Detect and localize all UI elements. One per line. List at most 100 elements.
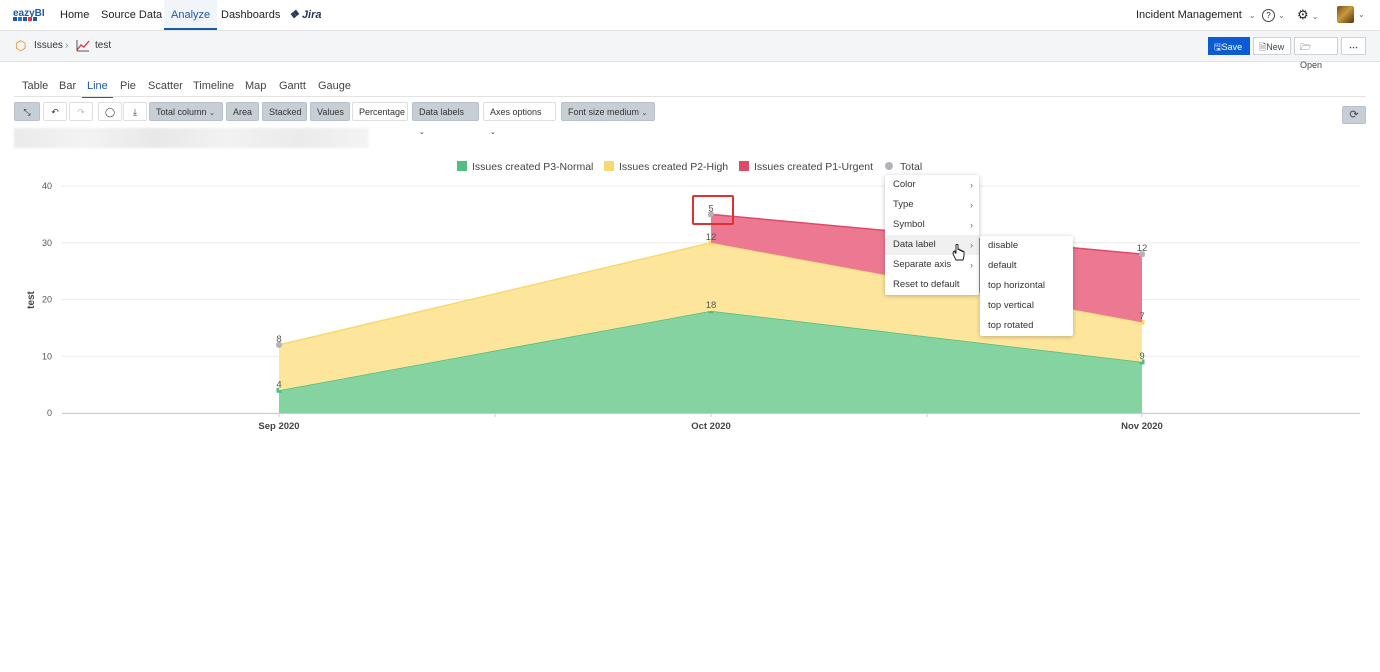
undo-button[interactable]: ↶ xyxy=(43,102,67,121)
menu-item-symbol[interactable]: Symbol › xyxy=(885,215,979,235)
floppy-icon: 🖫 xyxy=(1214,42,1222,52)
percentage-toggle[interactable]: Percentage xyxy=(352,102,408,121)
eazybi-logo[interactable]: eazyBI xyxy=(13,6,47,24)
nav-source-data[interactable]: Source Data xyxy=(101,9,163,21)
menu-item-label: Reset to default xyxy=(893,279,960,290)
comment-button[interactable]: ◯ xyxy=(98,102,122,121)
y-tick-label: 0 xyxy=(47,408,52,418)
chevron-down-icon: ⌄ xyxy=(209,110,215,117)
stacked-toggle[interactable]: Stacked xyxy=(262,102,307,121)
legend-label: Issues created P3-Normal xyxy=(472,161,593,173)
tab-divider xyxy=(14,96,1366,97)
data-label: 12 xyxy=(1137,243,1148,254)
breadcrumb-issues[interactable]: Issues xyxy=(34,40,63,51)
refresh-button[interactable]: ⟳ xyxy=(1342,106,1366,124)
data-label: 4 xyxy=(276,379,281,390)
open-label: Open xyxy=(1300,60,1323,70)
new-button[interactable]: 🗎New xyxy=(1253,37,1291,55)
area-toggle[interactable]: Area xyxy=(226,102,259,121)
redo-button[interactable]: ↷ xyxy=(69,102,93,121)
area-series xyxy=(279,242,1142,391)
menu-item-reset[interactable]: Reset to default xyxy=(885,275,979,295)
data-label: 9 xyxy=(1139,351,1144,362)
save-button[interactable]: 🖫Save xyxy=(1208,37,1250,55)
legend-item[interactable]: Issues created P2-High xyxy=(604,161,728,173)
data-label: 5 xyxy=(708,203,713,214)
download-icon: ⤓ xyxy=(133,107,137,117)
chevron-down-icon: ⌄ xyxy=(490,129,496,136)
menu-item-type[interactable]: Type › xyxy=(885,195,979,215)
legend-item[interactable]: Issues created P1-Urgent xyxy=(739,161,873,173)
submenu-item-top-vertical[interactable]: top vertical xyxy=(988,300,1034,311)
data-labels-dropdown[interactable]: Data labels ⌄ xyxy=(412,102,479,136)
nav-dashboards[interactable]: Dashboards xyxy=(221,9,281,21)
values-toggle[interactable]: Values xyxy=(310,102,350,121)
font-size-dropdown[interactable]: Font size medium ⌄ xyxy=(561,102,655,121)
tab-pie[interactable]: Pie xyxy=(120,80,136,92)
legend-swatch xyxy=(885,162,893,170)
more-button[interactable]: ⋯ xyxy=(1341,37,1366,55)
legend-label: Total xyxy=(900,161,922,173)
document-icon: 🗎 xyxy=(1259,42,1267,52)
legend-swatch xyxy=(739,161,749,171)
data-label: 7 xyxy=(1139,311,1144,322)
jira-icon: ❖ xyxy=(289,9,299,21)
y-tick-label: 20 xyxy=(42,295,52,305)
chart-axes: 0 10 20 30 40 Sep 2020 Oct 2020 Nov 2020 xyxy=(42,181,1360,432)
undo-icon: ↶ xyxy=(51,107,59,117)
tab-table[interactable]: Table xyxy=(22,80,49,92)
submenu-item-top-rotated[interactable]: top rotated xyxy=(988,320,1034,331)
tab-scatter[interactable]: Scatter xyxy=(148,80,183,92)
download-button[interactable]: ⤓ xyxy=(123,102,147,121)
total-marker xyxy=(276,341,282,348)
gear-icon: ⚙ xyxy=(1297,7,1309,22)
tab-line[interactable]: Line xyxy=(82,76,113,98)
y-tick-label: 30 xyxy=(42,238,52,248)
chevron-down-icon[interactable]: ⌄ xyxy=(1358,10,1365,19)
tab-gantt[interactable]: Gantt xyxy=(279,80,306,92)
hand-cursor-icon xyxy=(952,244,965,261)
fullscreen-button[interactable]: ⤡ xyxy=(14,102,40,121)
data-labels-label: Data labels xyxy=(419,107,465,117)
axes-options-label: Axes options xyxy=(490,107,542,117)
menu-item-separate-axis[interactable]: Separate axis › xyxy=(885,255,979,275)
stacked-area-chart: Issues created P3-Normal Issues created P… xyxy=(26,161,1360,432)
avatar[interactable] xyxy=(1337,6,1354,23)
font-size-label: Font size medium xyxy=(568,107,640,117)
menu-item-color[interactable]: Color › xyxy=(885,175,979,195)
chevron-right-icon: › xyxy=(970,220,973,230)
axes-options-dropdown[interactable]: Axes options ⌄ xyxy=(483,102,556,136)
legend-item[interactable]: Total xyxy=(885,161,922,173)
series-context-menu: Color › Type › Symbol › Data label › Separat… xyxy=(885,175,979,295)
chevron-right-icon: › xyxy=(65,40,69,51)
legend-swatch xyxy=(457,161,467,171)
nav-jira[interactable]: ❖ Jira xyxy=(289,0,322,30)
nav-home[interactable]: Home xyxy=(60,9,90,21)
nav-jira-label: Jira xyxy=(301,9,322,21)
menu-item-label: Data label xyxy=(893,239,936,250)
folder-icon: 🗁 xyxy=(1300,42,1312,52)
open-button[interactable]: 🗁 Open xyxy=(1294,37,1338,70)
menu-item-label: Type xyxy=(893,199,914,210)
x-tick-label: Oct 2020 xyxy=(691,421,731,432)
legend-item[interactable]: Issues created P3-Normal xyxy=(457,161,593,173)
submenu-item-top-horizontal[interactable]: top horizontal xyxy=(988,280,1046,291)
tab-bar[interactable]: Bar xyxy=(59,80,77,92)
account-name: Incident Management xyxy=(1136,9,1242,21)
tab-gauge[interactable]: Gauge xyxy=(318,80,352,92)
menu-item-data-label[interactable]: Data label › xyxy=(885,235,979,255)
tab-timeline[interactable]: Timeline xyxy=(193,80,235,92)
account-selector[interactable]: Incident Management ⌄ xyxy=(1136,0,1256,30)
help-menu[interactable]: ? ⌄ xyxy=(1262,0,1285,30)
line-chart-icon xyxy=(76,40,90,52)
submenu-item-disable[interactable]: disable xyxy=(988,240,1019,251)
save-label: Save xyxy=(1221,42,1243,52)
nav-analyze[interactable]: Analyze xyxy=(164,0,218,30)
submenu-item-default[interactable]: default xyxy=(988,260,1017,271)
tab-map[interactable]: Map xyxy=(245,80,267,92)
y-tick-label: 40 xyxy=(42,181,52,191)
x-tick-label: Nov 2020 xyxy=(1121,421,1163,432)
total-column-dropdown[interactable]: Total column ⌄ xyxy=(149,102,223,121)
new-label: New xyxy=(1266,42,1285,52)
settings-menu[interactable]: ⚙ ⌄ xyxy=(1297,0,1318,30)
